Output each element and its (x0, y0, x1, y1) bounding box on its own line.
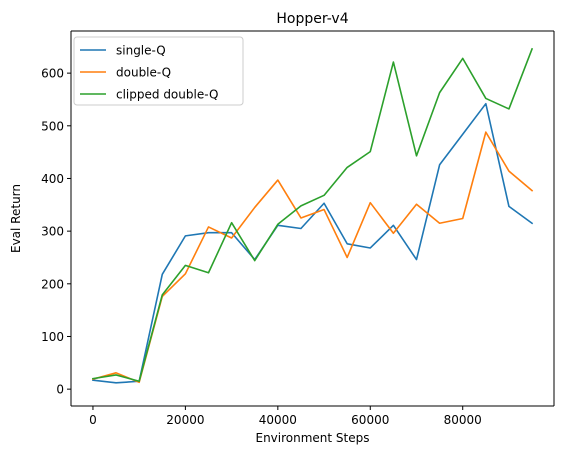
y-tick-label: 400 (41, 172, 64, 186)
x-axis-ticks: 0 20000 40000 60000 80000 (89, 406, 482, 427)
chart-title: Hopper-v4 (276, 11, 348, 27)
legend-label-3: clipped double-Q (116, 88, 218, 102)
legend-box (73, 36, 244, 106)
legend: single-Q double-Q clipped double-Q (73, 36, 244, 106)
y-axis-label: Eval Return (9, 184, 23, 253)
series-line-3 (92, 47, 534, 383)
y-tick-label: 200 (41, 277, 64, 291)
legend-label-2: double-Q (116, 66, 171, 80)
x-tick-label: 60000 (351, 413, 389, 427)
y-tick-label: 0 (56, 383, 64, 397)
x-tick-label: 0 (89, 413, 97, 427)
y-tick-label: 100 (41, 330, 64, 344)
y-tick-label: 600 (41, 67, 64, 81)
y-axis-ticks: 0 100 200 300 400 500 600 (41, 67, 71, 397)
x-axis-label: Environment Steps (255, 431, 369, 445)
y-tick-label: 300 (41, 225, 64, 239)
legend-label-1: single-Q (116, 44, 166, 58)
x-tick-label: 40000 (259, 413, 297, 427)
series-line-1 (92, 102, 534, 384)
series-layer (91, 47, 534, 384)
y-tick-label: 500 (41, 119, 64, 133)
series-line-2 (91, 131, 534, 384)
x-tick-label: 20000 (166, 413, 204, 427)
x-tick-label: 80000 (444, 413, 482, 427)
